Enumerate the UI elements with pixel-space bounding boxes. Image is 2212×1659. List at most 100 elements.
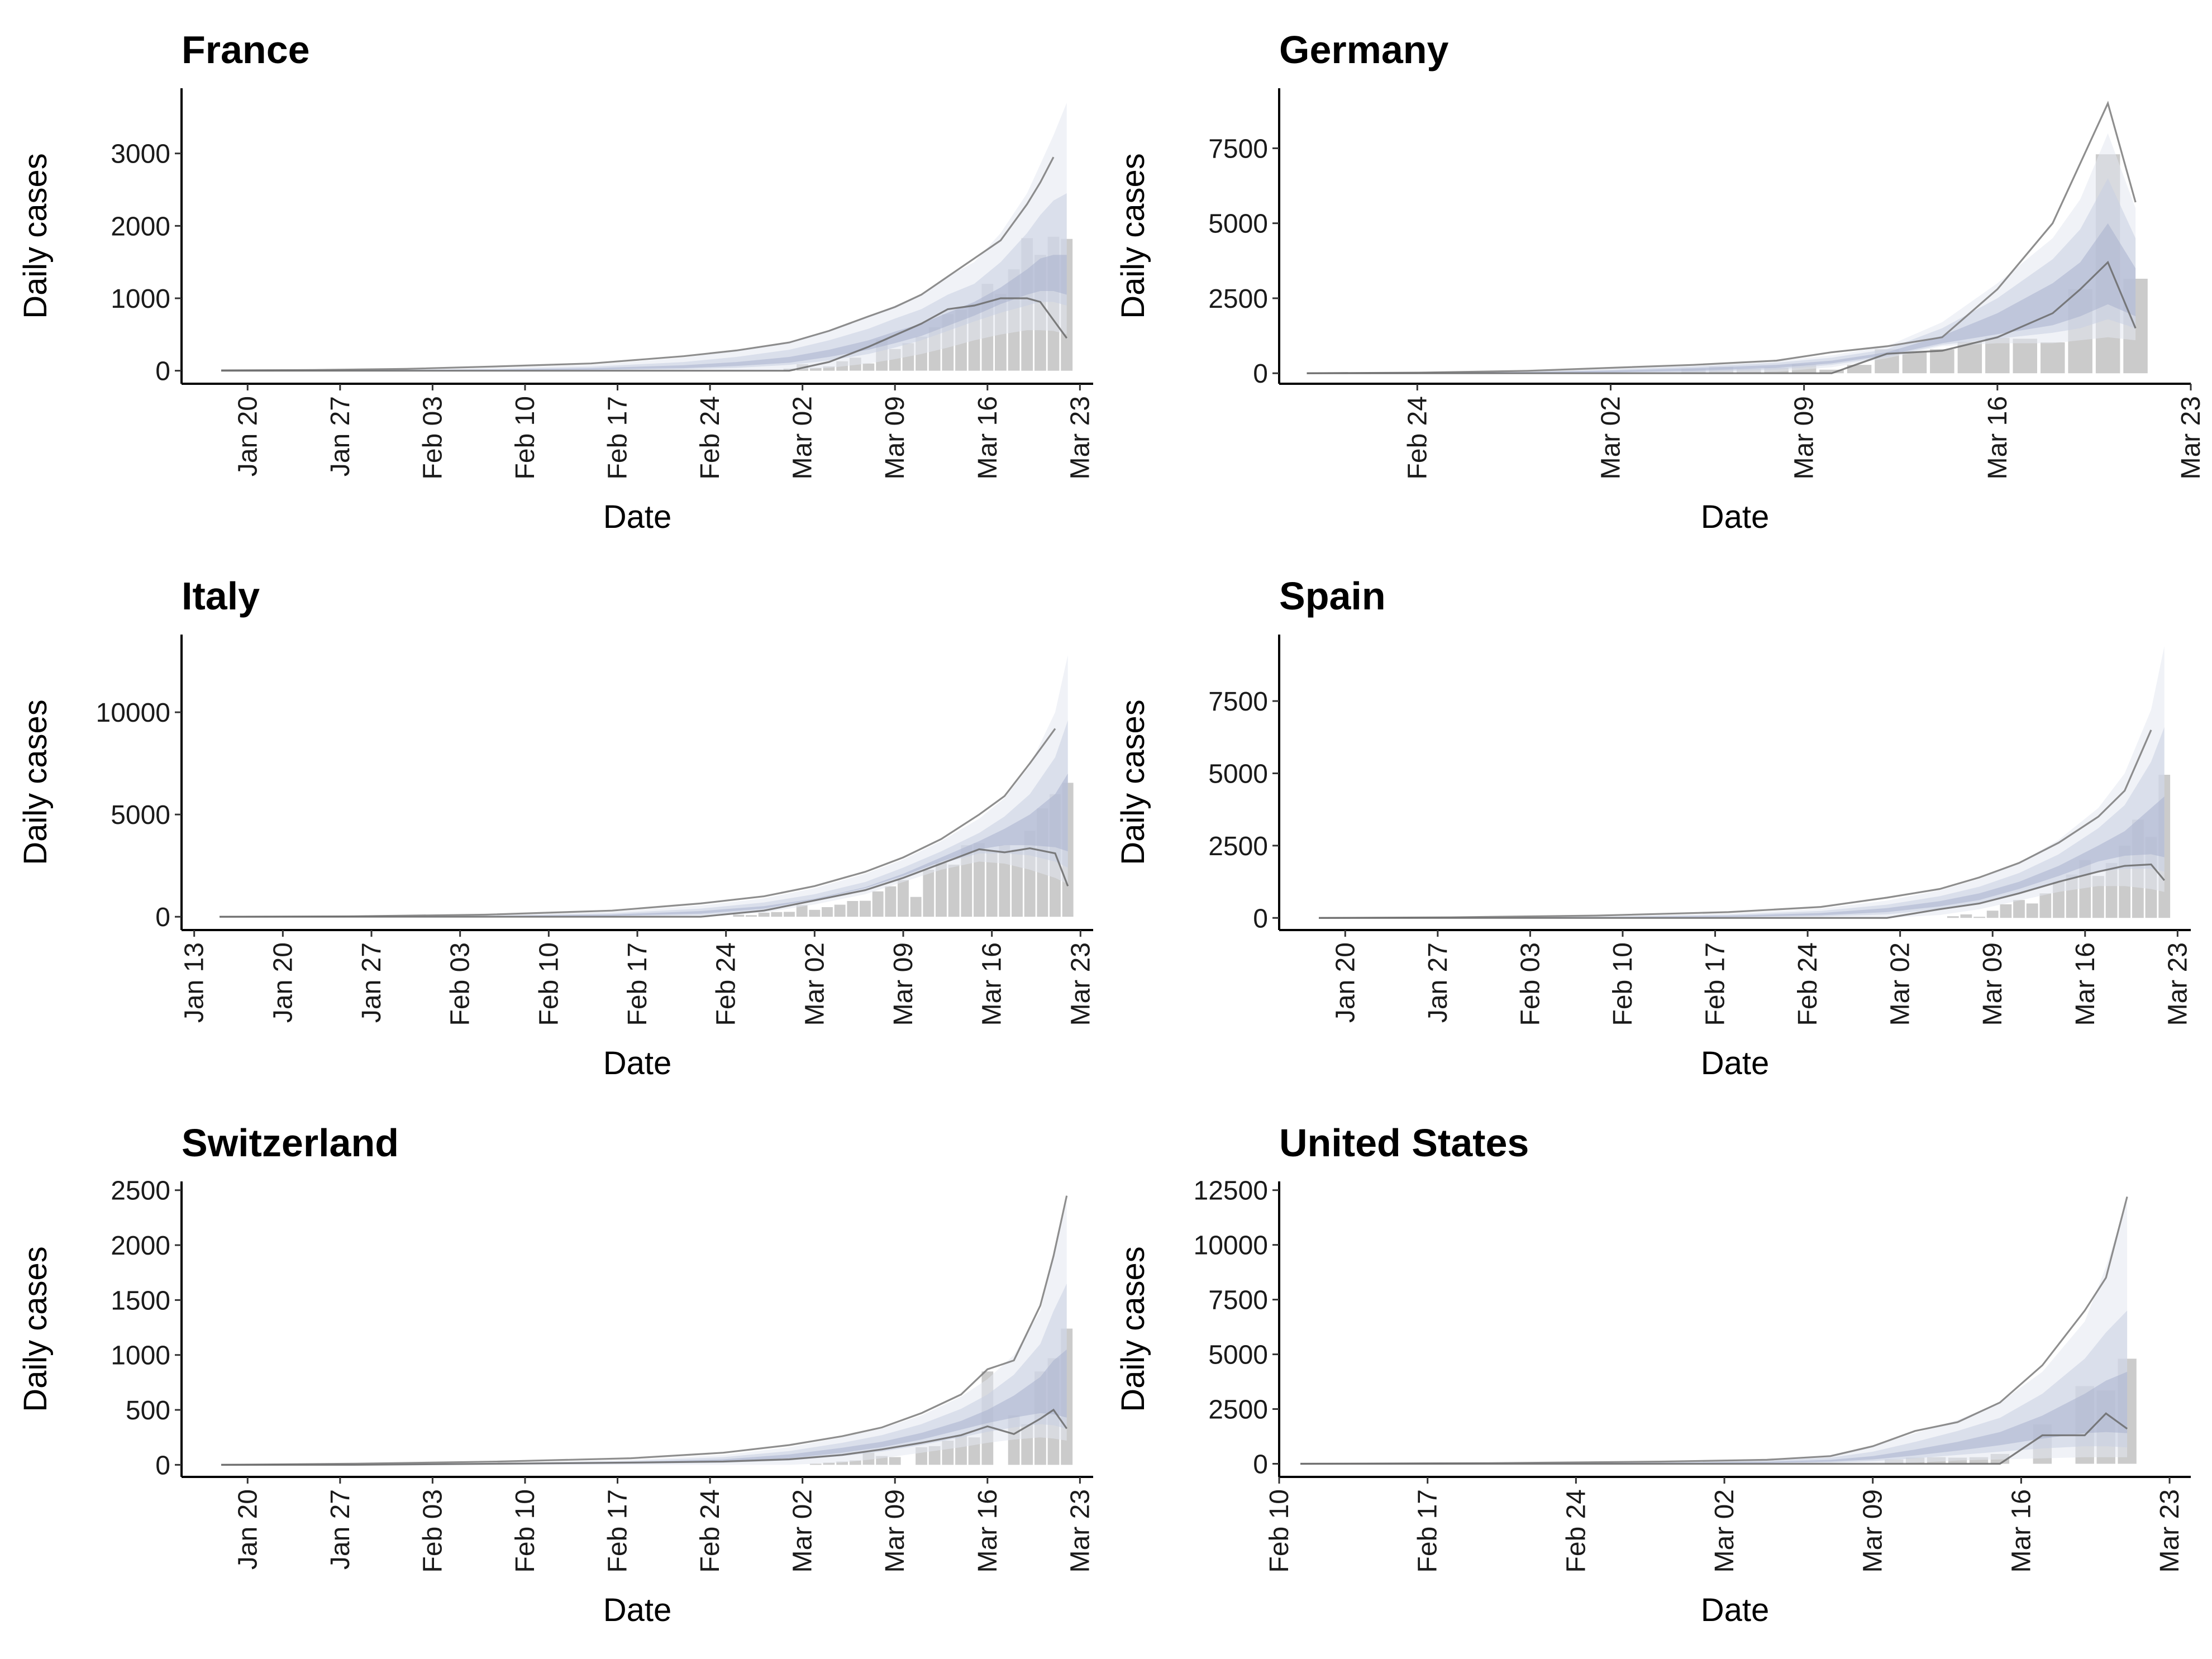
- x-axis-title: Date: [603, 1045, 672, 1081]
- y-tick-label: 0: [155, 903, 170, 932]
- x-tick-label: Feb 17: [1701, 942, 1730, 1026]
- y-tick-label: 2000: [111, 212, 170, 241]
- bar: [836, 1461, 848, 1465]
- plot-area: [221, 1195, 1073, 1466]
- x-tick-label: Feb 03: [446, 942, 475, 1026]
- x-tick-label: Feb 03: [418, 1489, 447, 1572]
- y-tick-label: 2500: [1208, 1395, 1268, 1425]
- bar: [823, 366, 835, 371]
- bar: [758, 912, 770, 917]
- bar: [733, 914, 745, 917]
- y-tick-label: 0: [155, 357, 170, 387]
- bar: [746, 915, 757, 917]
- bar: [784, 912, 795, 917]
- panel-spain: 0 2500 5000 7500 Jan 20 Jan 27 Feb 03 Feb 10 Feb…: [1115, 574, 2192, 1081]
- bar: [2041, 342, 2065, 374]
- bar: [1973, 917, 1985, 918]
- y-tick-label: 12500: [1194, 1176, 1268, 1206]
- x-tick-label: Jan 20: [1331, 942, 1360, 1023]
- bar: [2013, 900, 2025, 918]
- panel-title: Spain: [1279, 574, 1386, 618]
- x-tick-label: Jan 20: [233, 396, 263, 476]
- y-tick-label: 1000: [111, 1341, 170, 1371]
- lower-bound-line: [221, 1408, 1068, 1466]
- y-tick-label: 1000: [111, 284, 170, 314]
- x-tick-label: Mar 16: [973, 396, 1003, 479]
- bar: [986, 851, 998, 917]
- bar: [885, 886, 897, 917]
- bar: [910, 897, 922, 917]
- bar: [872, 891, 884, 917]
- upper-bound-line: [219, 728, 1056, 918]
- x-tick-label: Jan 27: [357, 942, 387, 1023]
- panel-title: Switzerland: [182, 1121, 399, 1165]
- y-tick-label: 2500: [111, 1176, 170, 1206]
- y-tick-label: 500: [126, 1396, 170, 1426]
- x-tick-label: Mar 23: [1065, 396, 1095, 479]
- band-outer: [221, 1201, 1067, 1465]
- bar: [1948, 1457, 1967, 1464]
- x-tick-label: Mar 02: [1596, 396, 1625, 479]
- x-tick-label: Feb 17: [603, 396, 633, 479]
- x-tick-label: Mar 09: [880, 1489, 910, 1572]
- y-tick-label: 10000: [96, 698, 170, 728]
- x-tick-label: Mar 09: [1858, 1489, 1888, 1572]
- x-axis-title: Date: [1701, 499, 1770, 535]
- bar: [1847, 365, 1872, 374]
- x-tick-label: Feb 24: [712, 942, 741, 1026]
- bar: [948, 864, 960, 917]
- x-tick-label: Feb 24: [1793, 942, 1823, 1026]
- upper-bound-line: [221, 156, 1055, 371]
- plot-area: [1307, 101, 2148, 374]
- x-axis-title: Date: [1701, 1045, 1770, 1081]
- x-tick-label: Feb 24: [695, 396, 725, 479]
- x-tick-label: Mar 16: [973, 1489, 1003, 1572]
- bar: [1957, 341, 1982, 374]
- x-tick-label: Mar 16: [1983, 396, 2013, 479]
- x-tick-label: Mar 02: [788, 1489, 818, 1572]
- x-tick-label: Mar 02: [1886, 942, 1915, 1026]
- bar: [1985, 337, 2010, 374]
- bar: [889, 1457, 901, 1465]
- bar: [849, 1460, 861, 1465]
- x-tick-label: Mar 02: [800, 942, 830, 1026]
- bar: [822, 907, 833, 917]
- bar: [862, 363, 875, 371]
- x-tick-label: Jan 13: [180, 942, 209, 1023]
- x-tick-label: Feb 10: [511, 1489, 540, 1572]
- y-tick-label: 1500: [111, 1286, 170, 1315]
- panel-france: 0 1000 2000 3000 Jan 20 Jan 27 Feb 03 Feb 10 Feb…: [17, 28, 1095, 535]
- panel-italy: 0 5000 10000 Jan 13 Jan 20 Jan 27 Feb 03 Feb 10…: [17, 574, 1095, 1081]
- x-tick-label: Mar 23: [2155, 1489, 2185, 1572]
- panel-germany: 0 2500 5000 7500 Feb 24 Mar 02 Mar 09 Mar 16 Mar…: [1115, 28, 2206, 535]
- y-tick-label: 3000: [111, 140, 170, 169]
- x-tick-label: Mar 09: [889, 942, 918, 1026]
- bar: [1969, 1457, 1989, 1464]
- bar: [796, 905, 808, 917]
- x-tick-label: Feb 10: [511, 396, 540, 479]
- x-tick-label: Mar 23: [1066, 942, 1095, 1026]
- bar: [809, 1463, 822, 1465]
- bar: [1902, 351, 1927, 374]
- x-tick-label: Jan 27: [326, 1489, 355, 1570]
- bar: [1947, 916, 1959, 918]
- bar: [898, 880, 909, 917]
- plot-area: [1318, 646, 2171, 919]
- plot-area: [1300, 1196, 2137, 1465]
- y-tick-label: 5000: [111, 800, 170, 830]
- x-tick-label: Feb 17: [1413, 1489, 1443, 1572]
- y-tick-label: 5000: [1208, 759, 1268, 789]
- panel-switzerland: 0 500 1000 1500 2000 2500 Jan 20 Jan 27 Feb 03 Fe…: [17, 1121, 1095, 1628]
- x-tick-label: Jan 27: [1423, 942, 1453, 1023]
- y-tick-label: 2500: [1208, 832, 1268, 861]
- y-tick-label: 5000: [1208, 1341, 1268, 1370]
- x-tick-label: Mar 02: [1710, 1489, 1739, 1572]
- bar: [834, 904, 846, 917]
- lower-bound-line: [220, 847, 1069, 918]
- y-tick-label: 7500: [1208, 134, 1268, 164]
- lower-bound-line: [1319, 863, 2165, 919]
- y-axis-title: Daily cases: [17, 153, 54, 319]
- band-outer: [1307, 133, 2136, 374]
- y-tick-label: 7500: [1208, 1286, 1268, 1315]
